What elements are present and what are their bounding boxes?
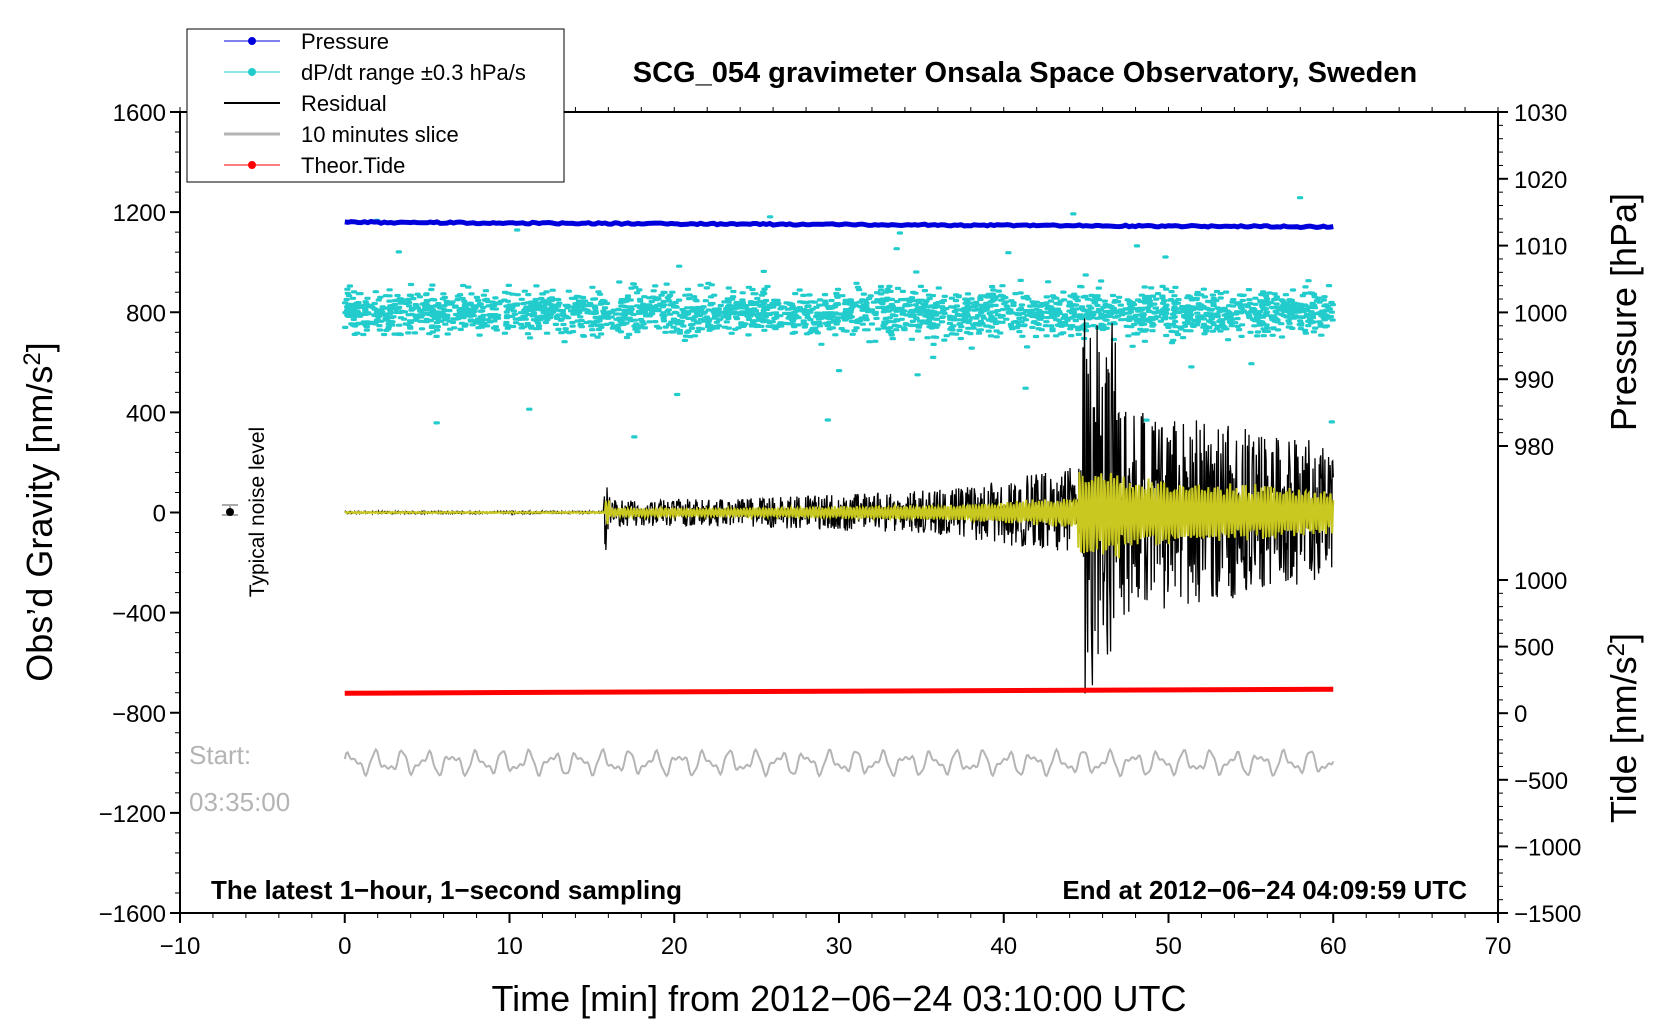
start-time: 03:35:00 [189,787,290,817]
ten-minute-slice-line [343,747,1335,778]
tide-tick-label: 1000 [1514,568,1567,595]
y-tick-label: 800 [126,300,166,327]
legend-label-residual: Residual [301,91,387,116]
y-tick-label: −400 [112,601,166,628]
tide-tick-label: 500 [1514,635,1554,662]
y-axis-label-pressure: Pressure [hPa] [1603,193,1644,431]
pressure-tick-label: 1010 [1514,234,1567,261]
dpdt-scatter [341,196,1336,439]
pressure-line [344,218,1334,231]
legend-item-tide: Theor.Tide [224,153,405,178]
legend-label-dpdt: dP/dt range ±0.3 hPa/s [301,60,526,85]
x-tick-label: −10 [160,933,201,960]
noise-level-label: Typical noise level [246,427,269,597]
pressure-tick-label: 1020 [1514,167,1567,194]
pressure-tick-label: 990 [1514,367,1554,394]
legend: Pressure dP/dt range ±0.3 hPa/s Residual… [186,28,565,183]
pressure-tick-label: 980 [1514,434,1554,461]
legend-item-slice: 10 minutes slice [224,122,459,147]
y-tick-label: −1600 [99,901,166,928]
start-label: Start: [189,740,251,770]
x-tick-label: 60 [1320,933,1347,960]
x-axis-label: Time [min] from 2012−06−24 03:10:00 UTC [491,978,1186,1019]
y-tick-label: 0 [153,501,166,528]
y-tick-label: −800 [112,701,166,728]
legend-item-pressure: Pressure [224,29,389,54]
legend-label-slice: 10 minutes slice [301,122,459,147]
tide-tick-label: −1000 [1514,834,1581,861]
noise-level-marker [222,504,238,516]
tide-tick-label: 0 [1514,701,1527,728]
x-tick-label: 20 [661,933,688,960]
y-tick-label: 1200 [113,200,166,227]
legend-label-pressure: Pressure [301,29,389,54]
pressure-tick-label: 1030 [1514,100,1567,127]
y-tick-label: 400 [126,400,166,427]
legend-item-residual: Residual [224,91,387,116]
sampling-note: The latest 1−hour, 1−second sampling [211,875,682,905]
tide-tick-label: −500 [1514,768,1568,795]
tide-line [344,686,1334,696]
x-tick-label: 50 [1155,933,1182,960]
legend-item-dpdt: dP/dt range ±0.3 hPa/s [224,60,526,85]
tide-tick-label: −1500 [1514,901,1581,928]
tick-labels: −10 0 10 20 30 40 50 60 70160012008004000−400−80… [99,100,1582,960]
end-time-note: End at 2012−06−24 04:09:59 UTC [1062,875,1467,905]
x-tick-label: 0 [338,933,351,960]
x-tick-label: 40 [990,933,1017,960]
plot-area [341,196,1336,778]
legend-label-tide: Theor.Tide [301,153,405,178]
y-axis-label-gravity: Obs’d Gravity [nm/s2] [19,342,60,681]
legend-box [186,28,565,183]
x-tick-label: 30 [826,933,853,960]
x-tick-label: 70 [1485,933,1512,960]
x-tick-label: 10 [496,933,523,960]
axis-ticks [170,107,1508,923]
y-tick-label: 1600 [113,100,166,127]
pressure-tick-label: 1000 [1514,300,1567,327]
chart-title: SCG_054 gravimeter Onsala Space Observat… [633,57,1417,89]
y-tick-label: −1200 [99,801,166,828]
y-axis-label-tide: Tide [nm/s2] [1603,633,1644,823]
filtered-residual-line [344,472,1335,559]
